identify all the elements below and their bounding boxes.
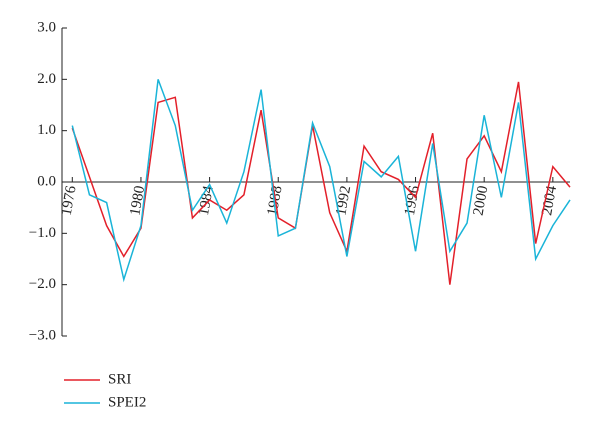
- y-tick-label: −2.0: [29, 276, 56, 292]
- x-tick-label: 1996: [402, 184, 423, 217]
- x-tick-label: 1976: [59, 184, 80, 217]
- legend-label: SPEI2: [108, 394, 146, 410]
- y-tick-label: 2.0: [37, 71, 56, 87]
- y-tick-label: 1.0: [37, 122, 56, 138]
- series-line: [71, 79, 571, 283]
- y-tick-label: 3.0: [37, 19, 56, 35]
- legend-label: SRI: [108, 371, 131, 387]
- y-tick-label: −3.0: [29, 327, 56, 343]
- y-tick-label: −1.0: [29, 225, 56, 241]
- series-line: [71, 81, 571, 285]
- x-tick-label: 2000: [471, 185, 492, 217]
- y-tick-label: 0.0: [37, 173, 56, 189]
- x-tick-label: 2004: [539, 184, 560, 217]
